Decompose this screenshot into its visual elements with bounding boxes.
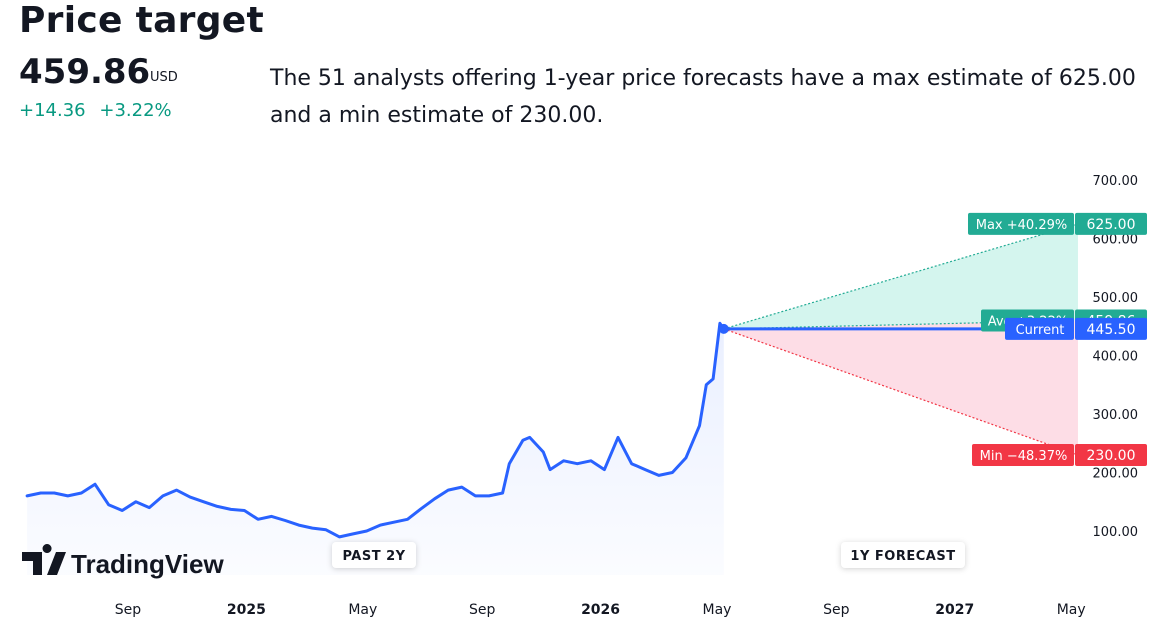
- forecast-min-line: [723, 328, 1079, 456]
- forecast-max-line: [723, 223, 1079, 330]
- section-label-forecast-text: 1Y FORECAST: [850, 549, 955, 564]
- badge-min-label-bg: [972, 443, 1074, 466]
- tradingview-logo: TradingView: [22, 544, 224, 579]
- badge-max-label-bg: [968, 212, 1074, 235]
- forecast-downside-area: [723, 320, 1078, 455]
- badge-max-value-bg: [1075, 212, 1147, 235]
- x-tick-label: May: [348, 602, 377, 618]
- price-history-line: [25, 321, 726, 539]
- y-tick-label: 300.00: [1093, 408, 1139, 423]
- badge-max-value: 625.00: [1087, 217, 1136, 233]
- section-label-forecast: 1Y FORECAST: [841, 542, 965, 568]
- forecast-avg-line: [723, 319, 1078, 330]
- x-tick-label: May: [1057, 602, 1086, 618]
- badge-min-value-bg: [1075, 443, 1147, 466]
- badge-min-value: 230.00: [1087, 448, 1136, 464]
- page-title: Price target: [19, 0, 265, 41]
- history-area: [27, 323, 724, 575]
- y-tick-label: 600.00: [1093, 233, 1139, 248]
- x-tick-label: Sep: [115, 602, 142, 618]
- y-tick-label: 200.00: [1093, 467, 1139, 482]
- current-price: 459.86: [19, 52, 151, 92]
- section-label-past: PAST 2Y: [332, 542, 416, 568]
- forecast-description: The 51 analysts offering 1-year price fo…: [270, 66, 1136, 128]
- badge-current-label: Current: [1016, 323, 1065, 338]
- price-currency: USD: [150, 70, 178, 85]
- section-label-past-text: PAST 2Y: [342, 549, 405, 564]
- y-tick-label: 400.00: [1093, 350, 1139, 365]
- price-change: +14.36 +3.22%: [19, 100, 180, 121]
- x-tick-label: May: [703, 602, 732, 618]
- price-change-absolute: +14.36: [19, 100, 86, 121]
- badge-current-value-bg: [1075, 317, 1147, 340]
- badge-min-label: Min −48.37%: [980, 449, 1068, 464]
- price-target-chart: 700.00 600.00 500.00 400.00 300.00 200.00 100.…: [22, 174, 1147, 618]
- badge-current-label-bg: [1005, 317, 1074, 340]
- x-tick-label: Sep: [823, 602, 850, 618]
- y-tick-label: 100.00: [1093, 525, 1139, 540]
- y-tick-label: 700.00: [1093, 174, 1139, 189]
- price-change-percent: +3.22%: [99, 100, 172, 121]
- x-tick-label: 2026: [581, 602, 620, 618]
- x-tick-label: 2025: [227, 602, 266, 618]
- x-tick-label: Sep: [469, 602, 496, 618]
- y-tick-label: 500.00: [1093, 291, 1139, 306]
- tradingview-logo-icon: [22, 544, 66, 575]
- current-price-marker: [718, 323, 729, 334]
- badge-current-value: 445.50: [1087, 322, 1136, 338]
- brand-name: TradingView: [71, 549, 224, 579]
- x-tick-label: 2027: [935, 602, 974, 618]
- badge-max-label: Max +40.29%: [976, 218, 1067, 233]
